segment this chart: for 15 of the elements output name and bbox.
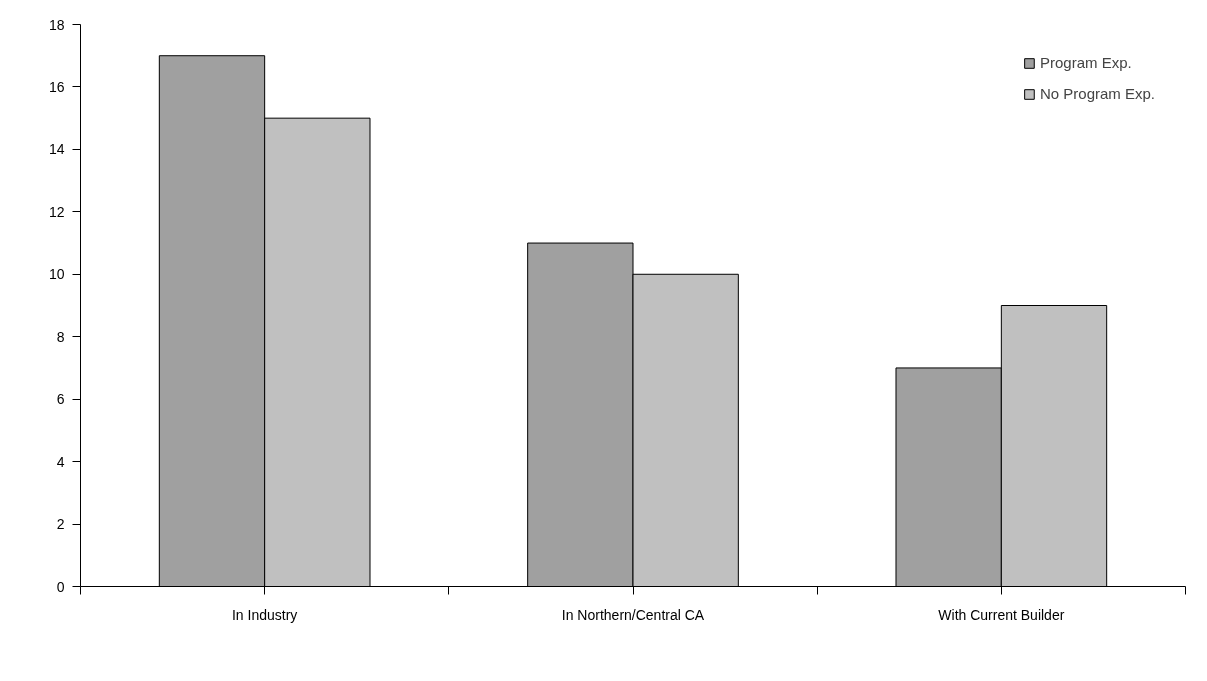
y-tick-label: 12 <box>48 203 65 220</box>
legend-label: Program Exp. <box>1039 54 1132 71</box>
x-tick-label: With Current Builder <box>938 606 1065 623</box>
x-tick-label: In Industry <box>231 606 298 623</box>
legend-label: No Program Exp. <box>1039 85 1155 102</box>
y-tick-label: 4 <box>56 453 65 470</box>
y-tick-label: 10 <box>48 266 65 283</box>
y-tick-label: 16 <box>48 78 65 95</box>
y-tick-label: 18 <box>48 16 65 33</box>
y-tick-label: 0 <box>56 578 65 595</box>
y-tick-label: 14 <box>48 141 65 158</box>
y-tick-label: 8 <box>56 328 65 345</box>
y-tick-label: 2 <box>56 516 65 533</box>
x-tick-label: In Northern/Central CA <box>561 606 705 623</box>
y-tick-label: 6 <box>56 391 65 408</box>
